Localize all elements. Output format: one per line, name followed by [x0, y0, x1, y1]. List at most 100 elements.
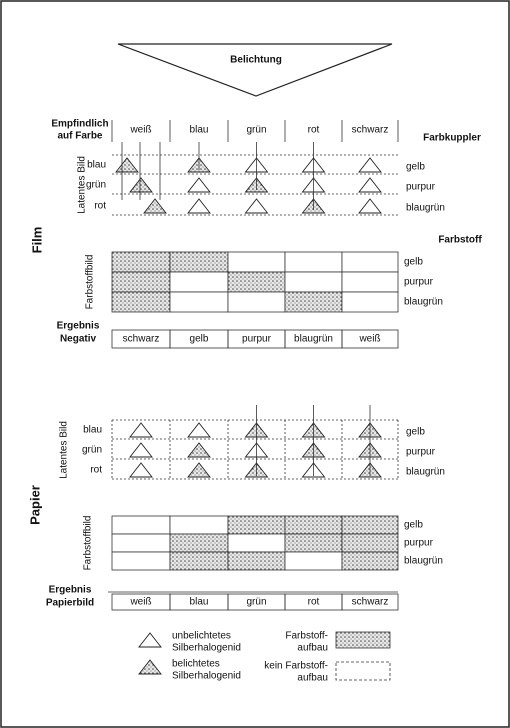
unexposed-grain	[129, 462, 153, 478]
dye-name: gelb	[404, 257, 423, 268]
dye-block	[341, 551, 399, 571]
dye-block	[169, 551, 229, 571]
sensitivity-label: auf Farbe	[57, 131, 102, 142]
dye-label: Farbstoffbild	[83, 516, 94, 571]
exposed-grain	[143, 198, 167, 214]
dye-name: purpur	[404, 277, 434, 288]
dye-block	[111, 251, 171, 273]
legend-text: aufbau	[297, 673, 328, 684]
column-label: rot	[308, 125, 320, 136]
column-label: schwarz	[352, 125, 389, 136]
legend-text: Farbstoff-	[285, 631, 328, 642]
dye-heading: Farbstoff	[438, 235, 482, 246]
result-label: Ergebnis	[49, 585, 92, 596]
layer-label: blau	[87, 160, 106, 171]
dye-block	[227, 515, 286, 535]
result-label: Negativ	[60, 334, 97, 345]
exposed-grain	[187, 462, 211, 478]
result-value: grün	[246, 597, 266, 608]
result-cell	[341, 329, 399, 349]
unexposed-grain	[187, 177, 211, 193]
column-label: weiß	[129, 125, 151, 136]
no-dye-block	[341, 291, 399, 313]
dye-block	[284, 291, 343, 313]
layer-label: blau	[83, 425, 102, 436]
layer-label: grün	[86, 180, 106, 191]
result-cell	[341, 593, 399, 611]
no-dye-block	[341, 271, 399, 293]
coupler-label: blaugrün	[406, 467, 445, 478]
section-label: Film	[29, 227, 44, 254]
coupler-heading: Farbkuppler	[423, 133, 481, 144]
exposed-grain	[129, 177, 153, 193]
result-value: blaugrün	[294, 334, 333, 345]
legend-text: aufbau	[297, 643, 328, 654]
no-dye-block	[227, 251, 286, 273]
legend-text: kein Farbstoff-	[264, 661, 328, 672]
dye-name: purpur	[404, 538, 434, 549]
dye-block	[111, 271, 171, 293]
exposed-grain	[115, 157, 139, 173]
legend-text: unbelichtetes	[172, 631, 231, 642]
unexposed-grain	[244, 198, 269, 214]
no-dye-block	[111, 533, 171, 553]
result-value: schwarz	[123, 334, 160, 345]
no-dye-block	[169, 515, 229, 535]
no-dye-block	[227, 291, 286, 313]
no-dye-block	[169, 291, 229, 313]
dye-block	[227, 551, 286, 571]
result-value: rot	[308, 597, 320, 608]
legend-text: Silberhalogenid	[172, 671, 241, 682]
unexposed-grain	[138, 632, 162, 648]
exposure-label: Belichtung	[230, 55, 282, 66]
exposure-arrow	[117, 43, 393, 97]
column-label: grün	[246, 125, 266, 136]
column-label: blau	[190, 125, 209, 136]
result-value: weiß	[358, 334, 380, 345]
no-dye-block	[284, 251, 343, 273]
unexposed-grain	[129, 422, 153, 438]
coupler-label: purpur	[406, 182, 436, 193]
unexposed-grain	[358, 198, 382, 214]
layer-label: rot	[94, 201, 106, 212]
dye-name: blaugrün	[404, 556, 443, 567]
result-value: weiß	[129, 597, 151, 608]
dye-block	[111, 291, 171, 313]
coupler-label: gelb	[406, 162, 425, 173]
layer-label: rot	[90, 465, 102, 476]
dye-block	[169, 533, 229, 553]
result-value: purpur	[242, 334, 272, 345]
latent-label: Latentes Bild	[59, 421, 70, 479]
dye-block	[227, 271, 286, 293]
latent-label: Latentes Bild	[77, 156, 88, 214]
no-dye-block	[111, 551, 171, 571]
dye-name: gelb	[404, 520, 423, 531]
legend-text: belichtetes	[172, 659, 220, 670]
unexposed-grain	[358, 177, 382, 193]
dye-name: blaugrün	[404, 297, 443, 308]
dye-label: Farbstoffbild	[85, 255, 96, 310]
legend-text: Silberhalogenid	[172, 643, 241, 654]
dye-block	[284, 515, 343, 535]
no-dye-block	[227, 533, 286, 553]
dye-block	[284, 533, 343, 553]
no-dye-block	[284, 551, 343, 571]
dye-block	[169, 251, 229, 273]
result-value: schwarz	[352, 597, 389, 608]
result-label: Ergebnis	[57, 321, 100, 332]
dye-block	[335, 631, 391, 649]
no-dye-block	[335, 661, 391, 681]
no-dye-block	[111, 515, 171, 535]
coupler-label: blaugrün	[406, 203, 445, 214]
no-dye-block	[341, 251, 399, 273]
result-label: Papierbild	[46, 598, 94, 609]
result-value: blau	[190, 597, 209, 608]
no-dye-block	[169, 271, 229, 293]
coupler-label: purpur	[406, 447, 436, 458]
sensitivity-label: Empfindlich	[51, 119, 108, 130]
exposed-grain	[187, 442, 211, 458]
exposed-grain	[138, 659, 162, 675]
dye-block	[341, 515, 399, 535]
